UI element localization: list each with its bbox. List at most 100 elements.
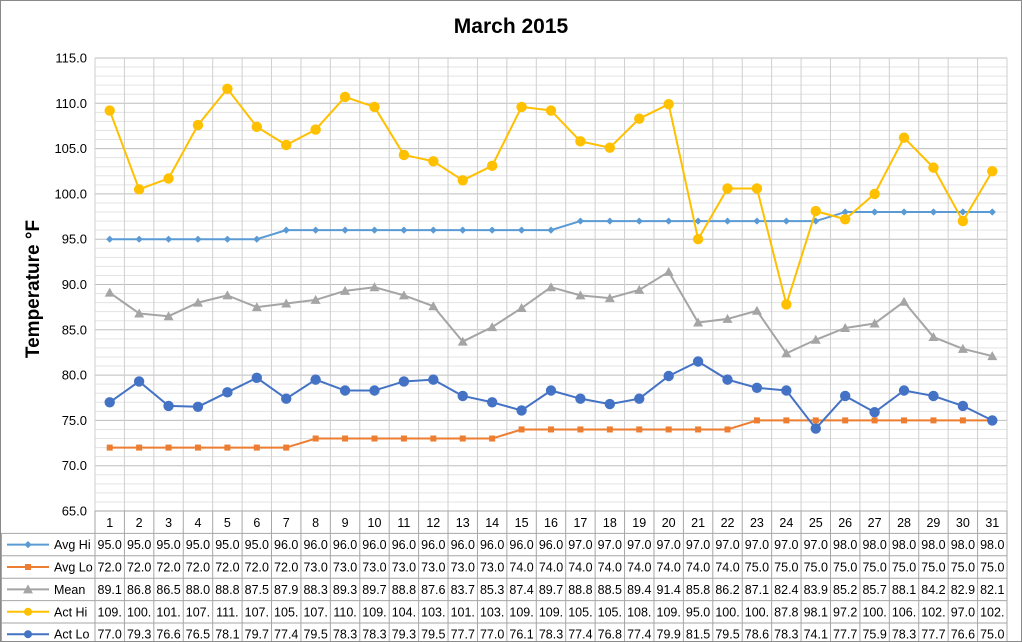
data-point [457, 336, 468, 346]
data-point [722, 374, 733, 385]
data-label: 103. [480, 605, 504, 619]
data-point [223, 235, 231, 243]
data-label: 72.0 [98, 561, 122, 575]
data-point [253, 444, 260, 451]
data-label: 74.0 [627, 561, 651, 575]
data-point [695, 426, 702, 433]
data-label: 98.0 [862, 538, 886, 552]
data-label: 84.2 [921, 583, 945, 597]
x-tick-label: 7 [283, 516, 290, 530]
data-label: 73.0 [480, 561, 504, 575]
data-label: 95.0 [156, 538, 180, 552]
data-point [341, 226, 349, 234]
x-tick-label: 15 [515, 516, 529, 530]
data-label: 88.1 [892, 583, 916, 597]
data-label: 95.0 [245, 538, 269, 552]
data-point [751, 382, 763, 393]
data-label: 107. [245, 605, 269, 619]
data-label: 98.0 [892, 538, 916, 552]
data-point [281, 298, 292, 308]
data-label: 72.0 [127, 561, 151, 575]
data-label: 75.0 [833, 561, 857, 575]
data-point [636, 426, 643, 433]
x-tick-label: 26 [838, 516, 852, 530]
data-label: 78.1 [215, 628, 239, 641]
series-act-lo [104, 356, 998, 434]
data-point [634, 284, 645, 294]
x-tick-label: 25 [809, 516, 823, 530]
y-tick-label: 95.0 [62, 232, 87, 247]
data-label: 74.0 [509, 561, 533, 575]
x-tick-label: 24 [779, 516, 793, 530]
data-point [133, 376, 145, 387]
data-point [104, 397, 115, 408]
data-label: 88.8 [568, 583, 592, 597]
data-label: 95.0 [686, 605, 710, 619]
data-point [222, 387, 233, 398]
data-label: 79.9 [657, 628, 681, 641]
data-point [283, 444, 290, 451]
data-label: 72.0 [186, 561, 210, 575]
data-point [751, 183, 763, 194]
data-point [959, 417, 966, 424]
data-point [575, 290, 586, 300]
data-point [310, 294, 321, 304]
series-avg-hi [106, 208, 996, 243]
data-point [901, 417, 908, 424]
data-point [604, 142, 616, 153]
data-label: 97.0 [745, 538, 769, 552]
data-point [957, 400, 969, 412]
data-point [104, 105, 115, 116]
data-point [369, 385, 380, 396]
data-label: 74.0 [715, 561, 739, 575]
data-point [370, 226, 379, 234]
data-point [606, 217, 614, 225]
data-point [281, 139, 292, 151]
grid [94, 57, 1008, 512]
data-point [898, 132, 910, 143]
data-label: 95.0 [127, 538, 151, 552]
data-point [634, 393, 645, 404]
data-label: 77.7 [451, 628, 475, 641]
data-point [457, 175, 468, 186]
data-label: 89.4 [627, 583, 651, 597]
x-tick-label: 8 [312, 516, 319, 530]
data-point [900, 208, 908, 216]
data-label: 75.0 [980, 628, 1004, 641]
data-point [871, 417, 878, 424]
data-point [781, 348, 792, 358]
y-tick-label: 100.0 [54, 186, 87, 201]
data-point [988, 208, 996, 216]
x-tick-label: 17 [573, 516, 587, 530]
data-point [839, 390, 851, 402]
data-label: 97.0 [598, 538, 622, 552]
data-label: 96.0 [362, 538, 386, 552]
series-layer [104, 83, 998, 451]
data-label: 98.0 [833, 538, 857, 552]
data-point [577, 426, 584, 433]
data-point [136, 444, 143, 451]
data-point [192, 297, 203, 307]
data-point [253, 235, 261, 243]
data-label: 75.0 [745, 561, 769, 575]
data-label: 76.8 [598, 628, 622, 641]
data-point [576, 217, 585, 225]
data-point [545, 385, 557, 396]
data-label: 82.1 [980, 583, 1004, 597]
series-avg-lo [106, 417, 996, 451]
y-tick-label: 115.0 [55, 51, 87, 66]
data-point [663, 266, 674, 276]
legend-label: Mean [54, 583, 85, 597]
data-label: 100. [715, 605, 739, 619]
data-point [929, 208, 938, 216]
data-label: 95.0 [186, 538, 210, 552]
data-point [310, 374, 321, 385]
data-label: 74.0 [598, 561, 622, 575]
data-label: 95.0 [98, 538, 122, 552]
data-label: 72.0 [215, 561, 239, 575]
data-point [928, 390, 939, 402]
data-label: 72.0 [156, 561, 180, 575]
data-label: 82.4 [774, 583, 798, 597]
data-label: 79.3 [127, 628, 151, 641]
